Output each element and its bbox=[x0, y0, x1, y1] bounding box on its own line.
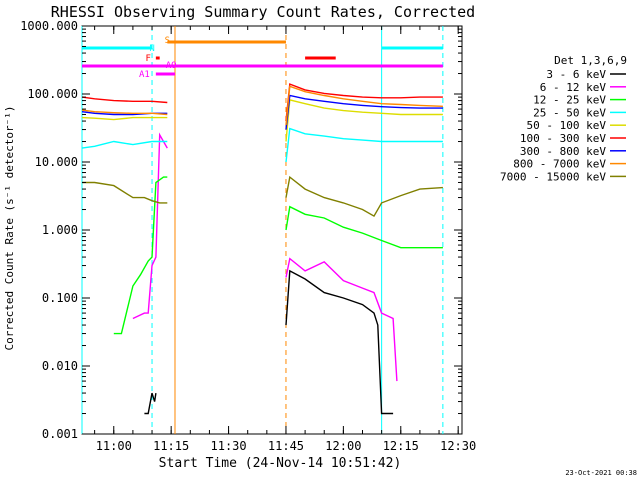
flag-label: N bbox=[149, 44, 154, 54]
series-line bbox=[285, 127, 443, 163]
x-tick-label: 12:15 bbox=[383, 439, 419, 453]
series-line bbox=[81, 109, 168, 116]
legend-label: 12 - 25 keV bbox=[533, 94, 606, 107]
series-line bbox=[81, 116, 168, 121]
x-axis-label: Start Time (24-Nov-14 10:51:42) bbox=[159, 456, 402, 471]
legend-label: 7000 - 15000 keV bbox=[500, 170, 606, 183]
plot-frame bbox=[81, 25, 463, 435]
series-line bbox=[285, 83, 443, 122]
flag-label: A1 bbox=[139, 70, 150, 80]
y-tick-label: 1000.000 bbox=[20, 19, 78, 33]
x-tick-label: 12:00 bbox=[325, 439, 361, 453]
series-line bbox=[144, 392, 157, 415]
y-tick-label: 0.100 bbox=[42, 291, 78, 305]
legend-label: 50 - 100 keV bbox=[527, 119, 607, 132]
y-tick-label: 100.000 bbox=[27, 87, 78, 101]
x-tick-label: 11:15 bbox=[153, 439, 189, 453]
series-line bbox=[285, 85, 443, 126]
x-tick-label: 11:30 bbox=[211, 439, 247, 453]
series-line bbox=[81, 96, 168, 104]
y-tick-label: 10.000 bbox=[35, 155, 78, 169]
x-tick-label: 11:00 bbox=[96, 439, 132, 453]
y-tick-label: 0.001 bbox=[42, 427, 78, 441]
series-line bbox=[285, 175, 443, 218]
series-line bbox=[285, 99, 443, 142]
series-line bbox=[285, 205, 443, 249]
legend-label: 300 - 800 keV bbox=[520, 145, 606, 158]
legend-label: 3 - 6 keV bbox=[546, 68, 606, 81]
series-line bbox=[285, 257, 398, 382]
x-tick-label: 11:45 bbox=[268, 439, 304, 453]
chart-title: RHESSI Observing Summary Count Rates, Co… bbox=[51, 3, 475, 21]
flag-label: AO bbox=[166, 61, 177, 71]
series-line bbox=[113, 176, 168, 335]
y-tick-label: 0.010 bbox=[42, 359, 78, 373]
flag-label: F bbox=[145, 54, 150, 64]
x-tick-label: 12:30 bbox=[440, 439, 476, 453]
series-line bbox=[285, 269, 394, 415]
y-axis-label: Corrected Count Rate (s⁻¹ detector⁻¹) bbox=[3, 105, 16, 350]
series-line bbox=[285, 94, 443, 130]
series-line bbox=[82, 181, 168, 204]
legend-label: 25 - 50 keV bbox=[533, 106, 606, 119]
legend-label: 100 - 300 keV bbox=[520, 132, 606, 145]
series-line bbox=[81, 140, 168, 149]
y-tick-label: 1.000 bbox=[42, 223, 78, 237]
legend-title: Det 1,3,6,9 bbox=[554, 54, 627, 67]
legend-label: 800 - 7000 keV bbox=[513, 158, 606, 171]
legend-label: 6 - 12 keV bbox=[540, 81, 607, 94]
flag-label: S bbox=[165, 36, 170, 46]
series-line bbox=[132, 132, 168, 320]
footer-date: 23-Oct-2021 00:38 bbox=[565, 469, 637, 477]
